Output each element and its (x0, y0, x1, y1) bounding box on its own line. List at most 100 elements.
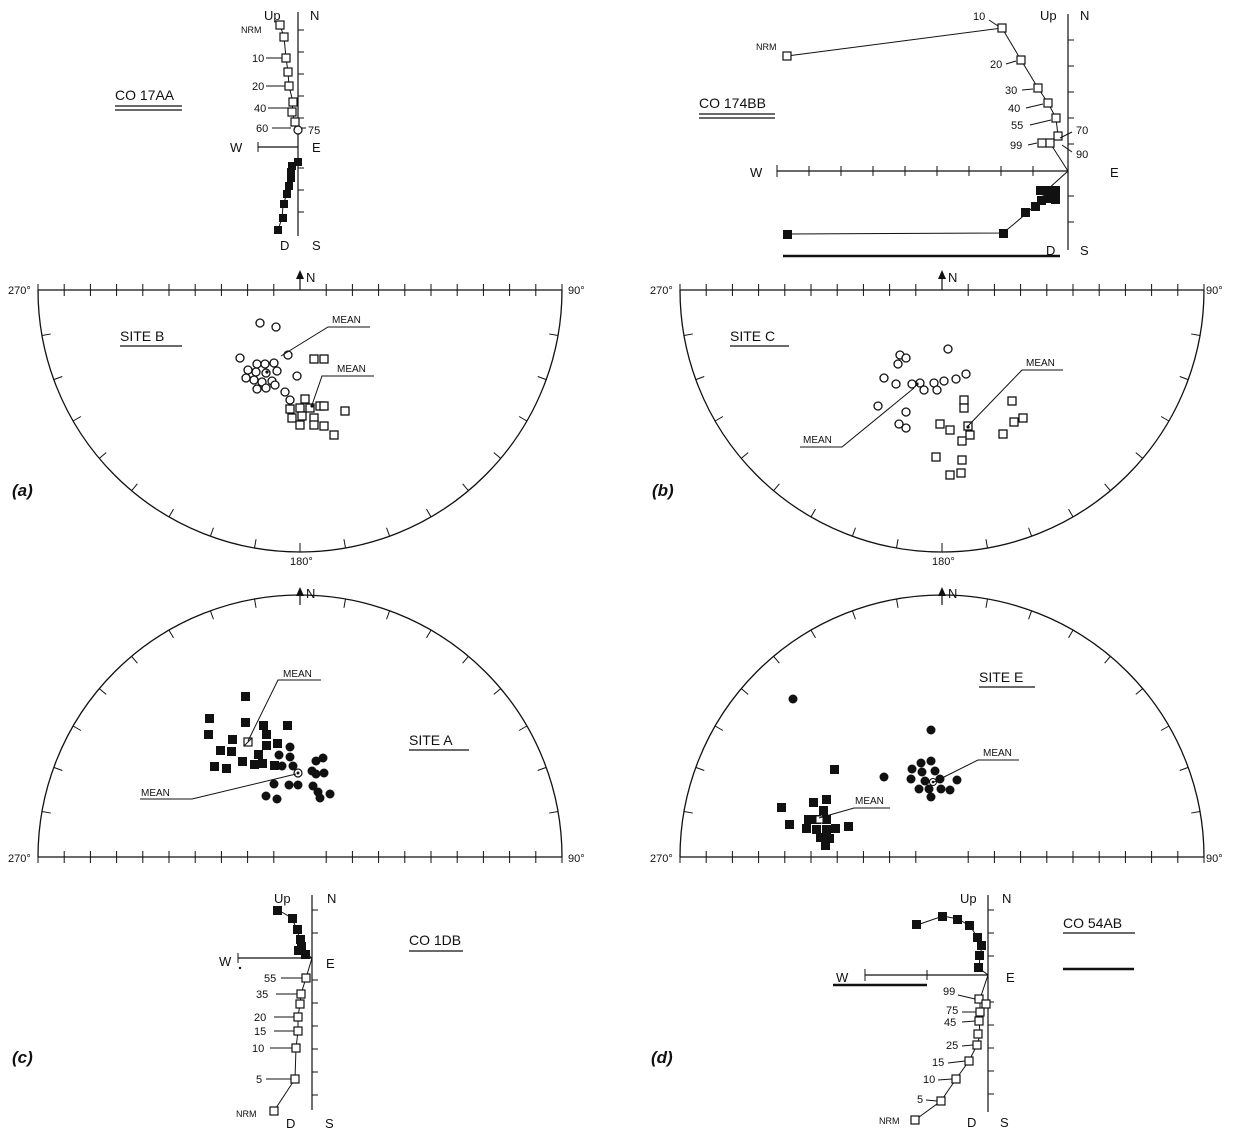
site-label-a: SITE A (409, 732, 453, 748)
mean-label: MEAN (803, 435, 832, 446)
tick-mark (1104, 483, 1111, 492)
tick-mark (493, 688, 502, 695)
mean-marker (293, 125, 303, 135)
panel-letter-b: (b) (652, 481, 674, 500)
tick-mark (851, 610, 856, 620)
tick-marks (312, 909, 318, 1096)
stereonet-site-a: N 270° 90° SITE A MEAN MEAN (8, 586, 585, 865)
tick-mark (1028, 527, 1033, 537)
up-label: Up (1040, 8, 1057, 23)
open-squares-d (910, 994, 991, 1125)
open-squares-site-b (285, 354, 350, 440)
sample-label-c: CO 1DB (409, 932, 461, 948)
step-label: 99 (943, 986, 955, 998)
azimuth-270: 270° (650, 853, 673, 865)
tick-mark (98, 452, 107, 459)
tick-mark (683, 333, 693, 336)
south-label: S (1080, 243, 1089, 258)
mean-label: MEAN (283, 669, 312, 680)
mean-label: MEAN (332, 315, 361, 326)
west-label: W (230, 140, 243, 155)
step-label: 45 (944, 1017, 956, 1029)
open-squares-a (275, 20, 300, 127)
tick-mark (168, 508, 174, 518)
panel-letter-c: (c) (12, 1048, 33, 1067)
step-label: 99 (1010, 140, 1022, 152)
nrm-label: NRM (879, 1116, 900, 1126)
mean-label: MEAN (337, 364, 366, 375)
tick-mark (518, 725, 528, 731)
panel-letter-a: (a) (12, 481, 33, 500)
step-label: 30 (1005, 85, 1017, 97)
north-label: N (327, 891, 336, 906)
azimuth-90: 90° (1206, 853, 1223, 865)
tick-mark (740, 452, 749, 459)
filled-squares-a (274, 158, 302, 234)
site-label-c: SITE C (730, 328, 775, 344)
tick-mark (386, 527, 391, 537)
tick-mark (985, 539, 988, 549)
tick-mark (1028, 610, 1033, 620)
tick-mark (1104, 655, 1111, 664)
step-label: 10 (923, 1074, 935, 1086)
tick-mark (1160, 416, 1170, 422)
step-label: 10 (252, 1043, 264, 1055)
zijderveld-d: Up N W E D S NRM 99 75 45 25 15 10 5 CO … (651, 891, 1135, 1130)
step-label: 20 (990, 59, 1002, 71)
tick-mark (518, 416, 528, 422)
mean-label: MEAN (141, 788, 170, 799)
site-label-e: SITE E (979, 669, 1023, 685)
tick-mark (53, 376, 63, 381)
nrm-label: NRM (241, 25, 262, 35)
west-label: W (836, 970, 849, 985)
south-label: S (1000, 1115, 1009, 1130)
filled-circles-site-a (261, 742, 335, 804)
west-label: W (750, 165, 763, 180)
down-label: D (286, 1116, 295, 1130)
stereonet-site-c: N 270° 90° 180° SITE C MEAN MEAN (b) (650, 270, 1223, 568)
tick-mark (41, 333, 51, 336)
step-label: 20 (254, 1012, 266, 1024)
filled-squares-d (912, 912, 986, 972)
down-label: D (1046, 243, 1055, 258)
step-label: 75 (946, 1005, 958, 1017)
tick-mark (426, 508, 432, 518)
tick-mark (810, 629, 816, 639)
tick-mark (72, 416, 82, 422)
tick-mark (695, 766, 705, 771)
tick-mark (209, 610, 214, 620)
step-label: 10 (973, 11, 985, 23)
zijderveld-a: Up N W E D S NRM 10 20 40 60 75 CO 17AA (115, 8, 321, 253)
tick-mark (1191, 333, 1201, 336)
tick-mark (343, 539, 346, 549)
sample-label-b: CO 174BB (699, 95, 766, 111)
step-label: 5 (256, 1074, 262, 1086)
azimuth-180: 180° (290, 556, 313, 568)
north-label: N (948, 270, 957, 285)
azimuth-90: 90° (568, 285, 585, 297)
east-label: E (312, 140, 321, 155)
tick-marks (1068, 39, 1074, 223)
north-label: N (1080, 8, 1089, 23)
south-label: S (325, 1116, 334, 1130)
tick-mark (131, 483, 138, 492)
filled-squares-site-e (777, 765, 853, 850)
tick-mark (1068, 508, 1074, 518)
stereonet-site-e: N 270° 90° SITE E MEAN MEAN (650, 586, 1223, 865)
north-label: N (948, 586, 957, 601)
open-squares-c (269, 973, 311, 1116)
azimuth-180: 180° (932, 556, 955, 568)
open-circles-site-b (235, 318, 302, 405)
north-label: N (306, 586, 315, 601)
open-squares-site-c (931, 395, 1028, 480)
tick-mark (695, 376, 705, 381)
step-label: 55 (1011, 120, 1023, 132)
tick-mark (53, 766, 63, 771)
tick-mark (1179, 766, 1189, 771)
step-label: 60 (256, 123, 268, 135)
mean-label: MEAN (983, 748, 1012, 759)
east-label: E (1110, 165, 1119, 180)
up-label: Up (264, 8, 281, 23)
tick-mark (493, 452, 502, 459)
tick-mark (254, 598, 257, 608)
